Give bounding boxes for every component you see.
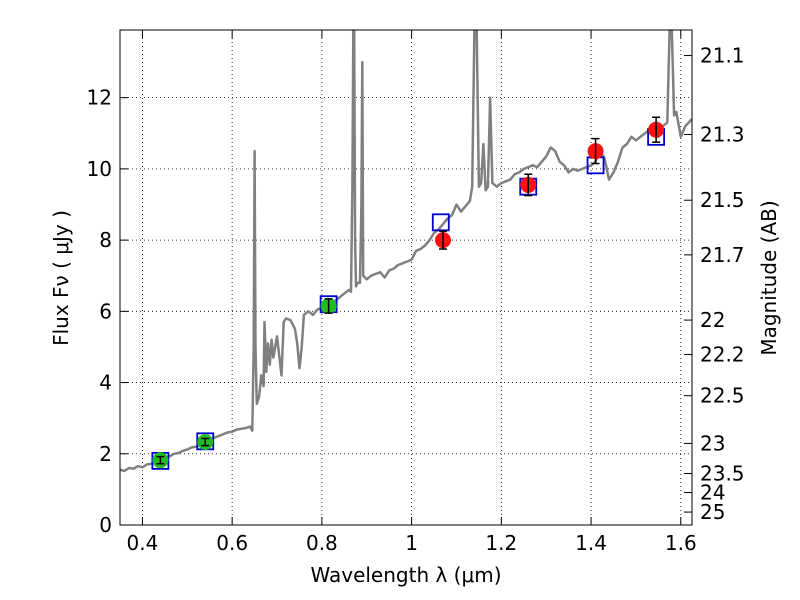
y2-tick-label: 21.7 xyxy=(700,243,745,267)
plot-frame xyxy=(119,29,693,526)
y2-tick-label: 21.1 xyxy=(700,44,745,68)
grid-lines xyxy=(120,30,692,525)
y2-tick-label: 21.3 xyxy=(700,123,745,147)
y2-tick-label: 24 xyxy=(700,481,725,505)
axes: 0.4 0.6 0.8 1 1.2 1.4 1.602468101221.121.321.5… xyxy=(87,30,745,555)
y-tick-label: 10 xyxy=(87,157,112,181)
y-tick-label: 12 xyxy=(87,86,112,110)
x-axis-title: Wavelength λ (μm) xyxy=(310,563,501,587)
y2-tick-label: 25 xyxy=(700,500,725,524)
model-photometry-square xyxy=(431,213,450,232)
spectrum-line xyxy=(120,30,692,473)
y2-tick-label: 23.5 xyxy=(700,462,745,486)
y2-tick-label: 23 xyxy=(700,431,725,455)
x-tick-label: 0.4 xyxy=(127,531,159,555)
x-tick-label: 0.8 xyxy=(306,531,338,555)
x-tick-label: 1 xyxy=(405,531,418,555)
y-tick-label: 2 xyxy=(99,442,112,466)
y2-tick-label: 22.5 xyxy=(700,384,745,408)
spectrum-layer xyxy=(120,30,692,473)
photometry-layer xyxy=(151,116,666,470)
y2-tick-label: 22.2 xyxy=(700,343,745,367)
x-tick-label: 0.6 xyxy=(216,531,248,555)
y-tick-label: 4 xyxy=(99,371,112,395)
x-tick-label: 1.6 xyxy=(665,531,697,555)
x-tick-label: 1.2 xyxy=(485,531,517,555)
y2-axis-title: Magnitude (AB) xyxy=(757,200,781,355)
y2-tick-label: 21.5 xyxy=(700,188,745,212)
y-axis-title: Flux Fν ( μJy ) xyxy=(49,210,73,346)
x-tick-label: 1.4 xyxy=(575,531,607,555)
y-tick-label: 8 xyxy=(99,228,112,252)
y2-tick-label: 22 xyxy=(700,308,725,332)
y-tick-label: 6 xyxy=(99,299,112,323)
y-tick-label: 0 xyxy=(99,513,112,537)
